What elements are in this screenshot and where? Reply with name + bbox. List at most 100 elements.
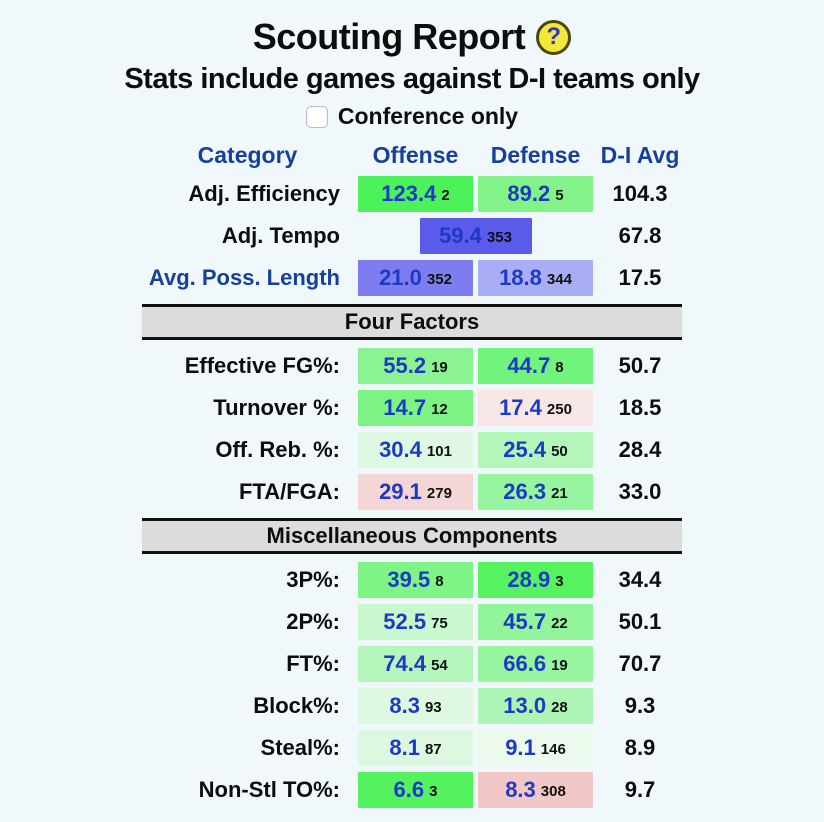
column-header-offense: Offense (372, 142, 459, 168)
defense-value[interactable]: 17.4 (499, 395, 542, 420)
offense-stat-cell: 55.2 19 (358, 348, 473, 384)
tempo-stat-cell: 59.4 353 (419, 218, 532, 254)
di-avg-value: 33.0 (618, 479, 662, 504)
help-question-icon[interactable]: ? (536, 19, 572, 55)
defense-stat-cell: 17.4 250 (478, 390, 593, 426)
defense-value[interactable]: 9.1 (505, 735, 536, 760)
row-label-adj-tempo: Adj. Tempo (221, 223, 340, 248)
row-label-turnover-pct: Turnover %: (213, 395, 340, 420)
row-label-3p-pct: 3P%: (286, 567, 340, 592)
column-header-di-avg: D-I Avg (600, 142, 680, 168)
row-label-ft-pct: FT%: (286, 651, 340, 676)
offense-stat-cell: 52.5 75 (358, 604, 473, 640)
di-avg-value: 28.4 (618, 437, 662, 462)
offense-value[interactable]: 123.4 (381, 181, 437, 206)
row-label-steal-pct: Steal%: (260, 735, 340, 760)
column-header-defense: Defense (490, 142, 581, 168)
offense-rank: 279 (426, 485, 452, 502)
defense-stat-cell: 45.7 22 (478, 604, 593, 640)
offense-rank: 93 (424, 699, 442, 716)
defense-value[interactable]: 28.9 (507, 567, 551, 592)
offense-value[interactable]: 8.3 (389, 693, 420, 718)
offense-stat-cell: 123.4 2 (358, 176, 473, 212)
offense-rank: 8 (435, 573, 444, 590)
offense-stat-cell: 21.0 352 (358, 260, 473, 296)
row-label-fta-fga: FTA/FGA: (238, 479, 340, 504)
defense-stat-cell: 66.6 19 (478, 646, 593, 682)
defense-rank: 22 (551, 615, 568, 632)
row-label-block-pct: Block%: (253, 693, 340, 718)
offense-stat-cell: 39.5 8 (358, 562, 473, 598)
offense-rank: 19 (431, 359, 448, 376)
offense-value[interactable]: 14.7 (383, 395, 427, 420)
defense-value[interactable]: 18.8 (499, 265, 542, 290)
defense-rank: 146 (540, 741, 566, 758)
offense-rank: 12 (431, 401, 448, 418)
offense-rank: 54 (431, 657, 448, 674)
defense-stat-cell: 18.8 344 (478, 260, 593, 296)
offense-stat-cell: 30.4 101 (358, 432, 473, 468)
di-avg-value: 50.7 (618, 353, 662, 378)
offense-value[interactable]: 21.0 (379, 265, 422, 290)
offense-stat-cell: 74.4 54 (358, 646, 473, 682)
offense-rank: 101 (426, 443, 452, 460)
offense-value[interactable]: 8.1 (389, 735, 420, 760)
offense-value[interactable]: 29.1 (379, 479, 422, 504)
offense-value[interactable]: 52.5 (383, 609, 427, 634)
section-header-misc-components: Miscellaneous Components (142, 518, 682, 554)
di-avg-value: 70.7 (618, 651, 662, 676)
row-label-non-stl-to-pct: Non-Stl TO%: (198, 777, 340, 802)
offense-rank: 352 (426, 271, 452, 288)
row-label-avg-poss-length-link[interactable]: Avg. Poss. Length (148, 265, 340, 290)
row-label-2p-pct: 2P%: (286, 609, 340, 634)
offense-rank: 75 (431, 615, 448, 632)
di-avg-value: 17.5 (618, 265, 662, 290)
offense-value[interactable]: 30.4 (379, 437, 422, 462)
defense-rank: 3 (555, 573, 564, 590)
offense-value[interactable]: 55.2 (383, 353, 427, 378)
conference-only-checkbox[interactable] (305, 105, 328, 128)
offense-value[interactable]: 6.6 (393, 777, 425, 802)
defense-value[interactable]: 89.2 (507, 181, 551, 206)
offense-stat-cell: 14.7 12 (358, 390, 473, 426)
offense-value[interactable]: 39.5 (387, 567, 431, 592)
di-avg-value: 9.3 (624, 693, 656, 718)
defense-rank: 308 (540, 783, 566, 800)
conference-only-label: Conference only (337, 103, 519, 129)
offense-stat-cell: 6.6 3 (358, 772, 473, 808)
defense-stat-cell: 25.4 50 (478, 432, 593, 468)
offense-stat-cell: 8.3 93 (358, 688, 473, 724)
offense-rank: 87 (424, 741, 442, 758)
di-avg-value: 67.8 (618, 223, 662, 248)
scouting-stats-table: Category Offense Defense D-I Avg Adj. Ef… (142, 140, 682, 808)
defense-value[interactable]: 25.4 (503, 437, 547, 462)
conference-only-row: Conference only (0, 103, 824, 130)
title-row: Scouting Report ? (0, 16, 824, 58)
defense-stat-cell: 44.7 8 (478, 348, 593, 384)
defense-value[interactable]: 26.3 (503, 479, 547, 504)
defense-value[interactable]: 13.0 (503, 693, 547, 718)
defense-stat-cell: 8.3 308 (478, 772, 593, 808)
page-title: Scouting Report (252, 16, 526, 57)
defense-value[interactable]: 45.7 (503, 609, 547, 634)
defense-value[interactable]: 66.6 (503, 651, 547, 676)
offense-value[interactable]: 74.4 (383, 651, 427, 676)
defense-rank: 50 (551, 443, 568, 460)
di-avg-value: 18.5 (618, 395, 662, 420)
row-label-off-reb-pct: Off. Reb. %: (215, 437, 340, 462)
column-header-category: Category (197, 142, 298, 168)
defense-value[interactable]: 44.7 (507, 353, 551, 378)
tempo-value[interactable]: 59.4 (439, 223, 482, 248)
defense-stat-cell: 89.2 5 (478, 176, 593, 212)
subtitle: Stats include games against D-I teams on… (124, 63, 700, 95)
row-label-effective-fg: Effective FG%: (184, 353, 340, 378)
section-header-four-factors: Four Factors (142, 304, 682, 340)
defense-rank: 28 (551, 699, 568, 716)
row-label-adj-efficiency: Adj. Efficiency (188, 181, 340, 206)
defense-rank: 8 (555, 359, 564, 376)
defense-value[interactable]: 8.3 (505, 777, 536, 802)
di-avg-value: 9.7 (624, 777, 656, 802)
di-avg-value: 50.1 (618, 609, 662, 634)
tempo-rank: 353 (486, 229, 512, 246)
